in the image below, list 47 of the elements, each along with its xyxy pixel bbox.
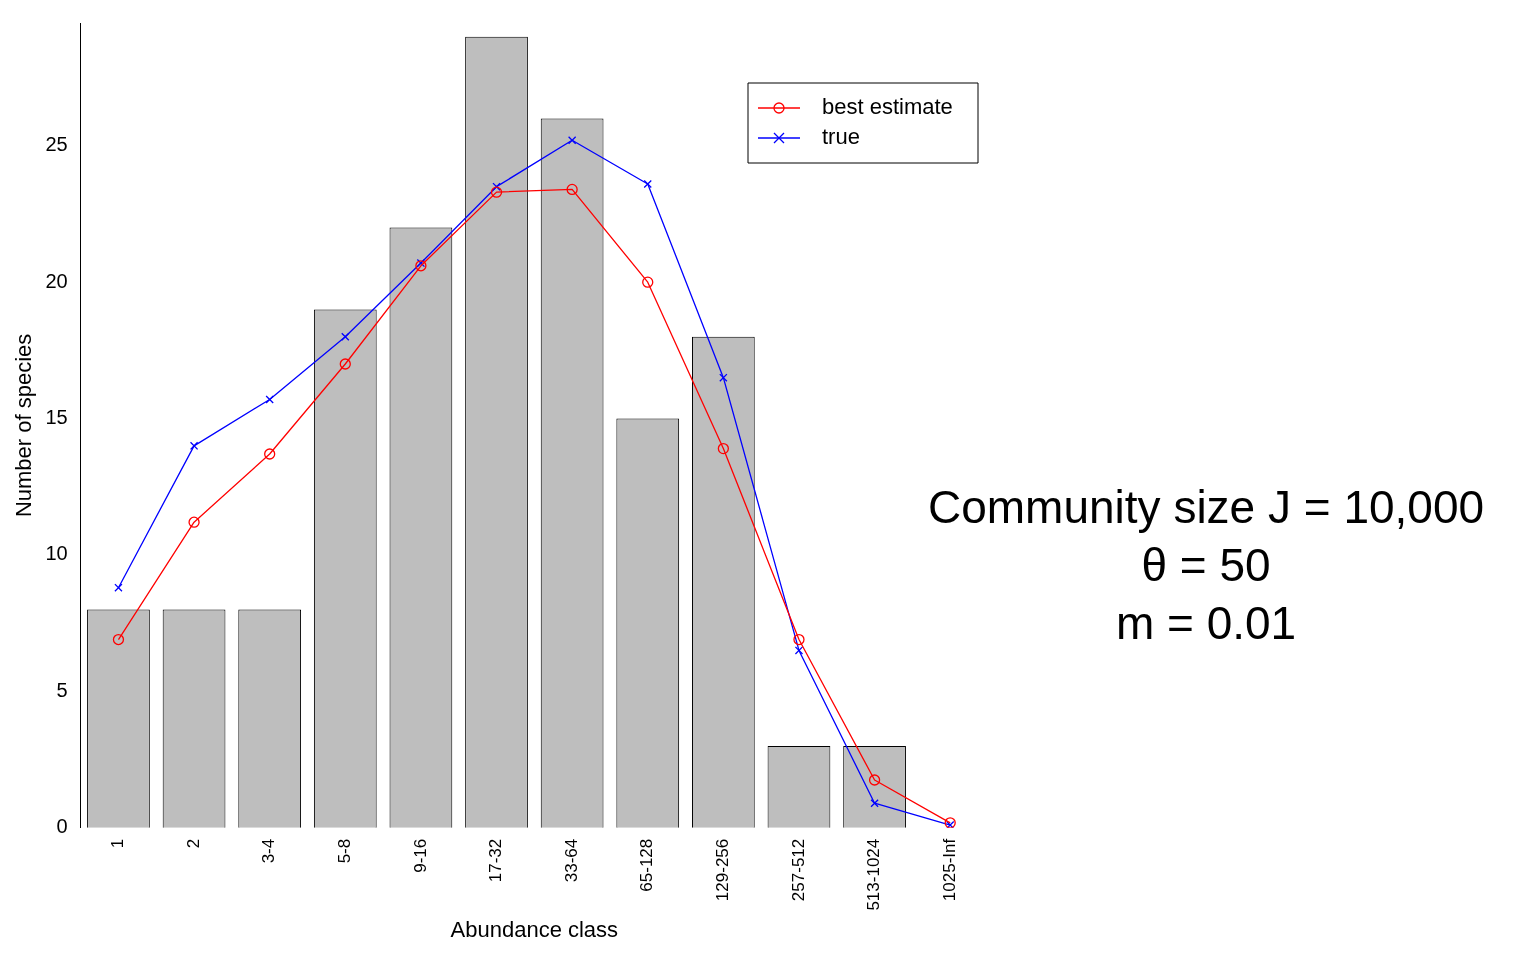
x-tick-label: 17-32	[486, 838, 506, 883]
point	[341, 332, 350, 341]
x-tick-label: 65-128	[637, 838, 657, 892]
point	[112, 633, 125, 646]
point	[643, 179, 652, 189]
y-tick-label: 0	[56, 815, 68, 838]
x-tick-label: 513-1024	[864, 838, 884, 911]
point	[415, 260, 427, 272]
legend-label: best estimate	[822, 94, 953, 120]
x-tick-label: 1025-Inf	[939, 838, 959, 902]
point	[416, 258, 426, 268]
y-tick-label: 5	[56, 678, 68, 701]
point	[717, 442, 730, 455]
x-tick-label: 5-8	[334, 838, 354, 864]
point	[189, 441, 199, 451]
point	[870, 799, 879, 808]
point	[794, 646, 804, 655]
x-tick-label: 2	[183, 838, 203, 849]
x-tick-label: 257-512	[788, 838, 808, 902]
point	[490, 186, 503, 198]
point	[567, 136, 577, 145]
point	[719, 373, 728, 382]
point	[265, 395, 274, 404]
legend-label: true	[822, 124, 860, 150]
text: m = 0.01	[1114, 596, 1298, 651]
y-axis-title: Number of species	[11, 333, 37, 518]
x-axis-title: Abundance class	[450, 916, 619, 942]
x-tick-label: 9-16	[410, 838, 430, 873]
x-tick-label: 129-256	[713, 838, 733, 902]
point	[492, 182, 501, 191]
annotation: Community size J = 10,000	[928, 480, 1485, 535]
point	[264, 448, 276, 460]
point	[114, 583, 123, 592]
y-tick-label: 10	[45, 542, 68, 565]
y-tick-label: 25	[45, 133, 68, 156]
point	[868, 774, 881, 786]
point	[339, 358, 351, 370]
x-tick-label: 33-64	[561, 838, 581, 883]
y-tick-label: 15	[45, 406, 68, 429]
x-tick-label: 3-4	[259, 838, 279, 864]
x-tick-label: 1	[108, 838, 128, 849]
point	[793, 633, 805, 646]
text: θ = 50	[1140, 538, 1272, 593]
point	[566, 183, 578, 196]
point	[188, 516, 200, 528]
y-tick-label: 20	[45, 269, 68, 292]
point	[642, 276, 654, 288]
